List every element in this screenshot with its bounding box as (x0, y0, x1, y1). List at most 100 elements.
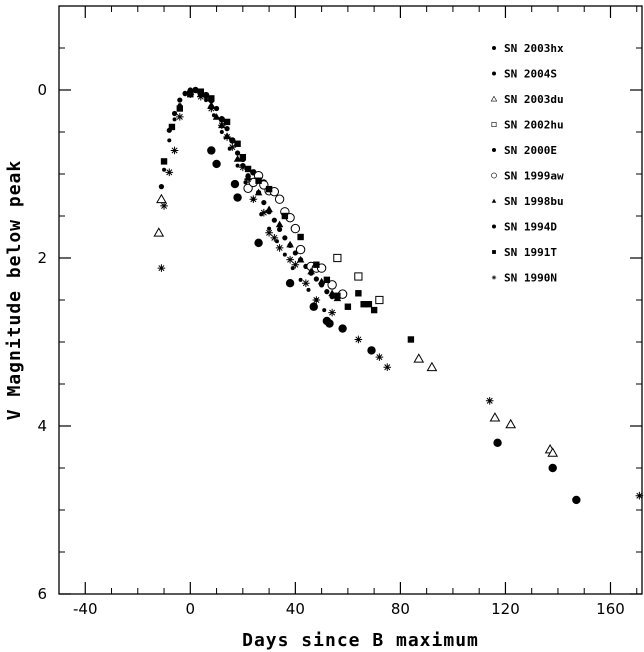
data-point (286, 240, 294, 248)
data-point (338, 324, 347, 333)
data-point (234, 140, 241, 147)
data-point (547, 447, 559, 457)
data-point (322, 308, 327, 313)
data-point (213, 105, 220, 112)
legend-marker (492, 46, 496, 50)
data-point (223, 133, 231, 141)
data-point (244, 165, 252, 173)
data-point (230, 179, 240, 189)
legend-marker (491, 122, 497, 127)
data-point (207, 104, 216, 113)
data-point (291, 260, 300, 269)
data-point (270, 234, 279, 242)
y-tick-label: 0 (37, 81, 47, 99)
data-point (157, 264, 166, 272)
data-point (177, 97, 183, 103)
legend-label: SN 1999aw (504, 170, 564, 183)
data-point (265, 205, 273, 213)
data-point (197, 92, 205, 101)
x-tick-label: -40 (73, 600, 98, 618)
data-point (307, 267, 315, 275)
data-point (328, 289, 336, 297)
data-point (344, 303, 352, 310)
data-point (233, 155, 242, 162)
data-point (176, 105, 184, 112)
data-point (325, 319, 334, 328)
series-sn-1990n (157, 90, 644, 500)
data-point (239, 154, 247, 161)
series-sn-1991t (160, 88, 415, 343)
data-point (489, 412, 501, 422)
data-point (407, 336, 415, 343)
legend-marker (491, 172, 497, 179)
data-point (197, 88, 205, 95)
data-point (354, 335, 363, 344)
data-point (162, 167, 167, 172)
data-point (282, 252, 287, 257)
data-point (235, 163, 240, 168)
data-point (176, 113, 184, 121)
data-point (153, 227, 165, 237)
data-point (323, 276, 331, 284)
data-point (156, 193, 167, 204)
legend-label: SN 1994D (504, 221, 557, 234)
data-point (224, 126, 230, 132)
data-point (505, 418, 517, 429)
data-point (271, 217, 277, 223)
data-point (355, 290, 362, 297)
data-point (255, 177, 262, 184)
data-point (218, 116, 226, 123)
data-point (218, 121, 226, 130)
data-point (493, 438, 502, 447)
data-point (383, 363, 392, 371)
data-point (290, 266, 295, 271)
data-point (281, 212, 289, 220)
data-point (249, 195, 258, 203)
data-point (370, 306, 378, 314)
data-point (233, 193, 242, 202)
data-point (354, 272, 363, 281)
data-point (160, 202, 168, 210)
data-point (212, 113, 221, 120)
data-point (243, 180, 248, 185)
data-point (313, 276, 319, 282)
data-point (274, 239, 279, 244)
data-point (254, 238, 263, 248)
data-point (204, 98, 209, 103)
series-sn-2003du (153, 193, 559, 457)
data-point (317, 277, 326, 285)
data-point (170, 146, 179, 155)
data-point (328, 308, 336, 317)
data-point (572, 495, 581, 505)
data-point (296, 255, 305, 263)
data-point (333, 253, 342, 263)
y-tick-label: 2 (37, 249, 47, 267)
data-point (211, 113, 216, 118)
data-point (302, 279, 310, 287)
data-point (276, 226, 283, 233)
data-point (160, 158, 168, 165)
data-point (223, 118, 231, 126)
data-point (267, 226, 272, 231)
data-point (234, 150, 241, 156)
data-point (485, 397, 494, 405)
data-point (309, 302, 318, 311)
legend-marker (492, 250, 496, 254)
data-point (324, 289, 330, 295)
legend-marker (492, 148, 496, 152)
data-point (158, 184, 165, 190)
series-sn-2002hu (333, 253, 384, 305)
data-point (219, 130, 224, 134)
data-point (635, 491, 644, 500)
legend-label: SN 1990N (504, 272, 557, 285)
data-point (259, 212, 264, 217)
x-tick-label: 40 (286, 600, 305, 618)
data-point (208, 95, 215, 102)
data-point (239, 163, 247, 172)
data-point (167, 138, 172, 143)
legend-label: SN 2003du (504, 93, 564, 106)
x-tick-label: 160 (596, 600, 625, 618)
legend-label: SN 1998bu (504, 195, 564, 208)
data-point (426, 361, 438, 372)
legend-label: SN 2000E (504, 144, 557, 157)
